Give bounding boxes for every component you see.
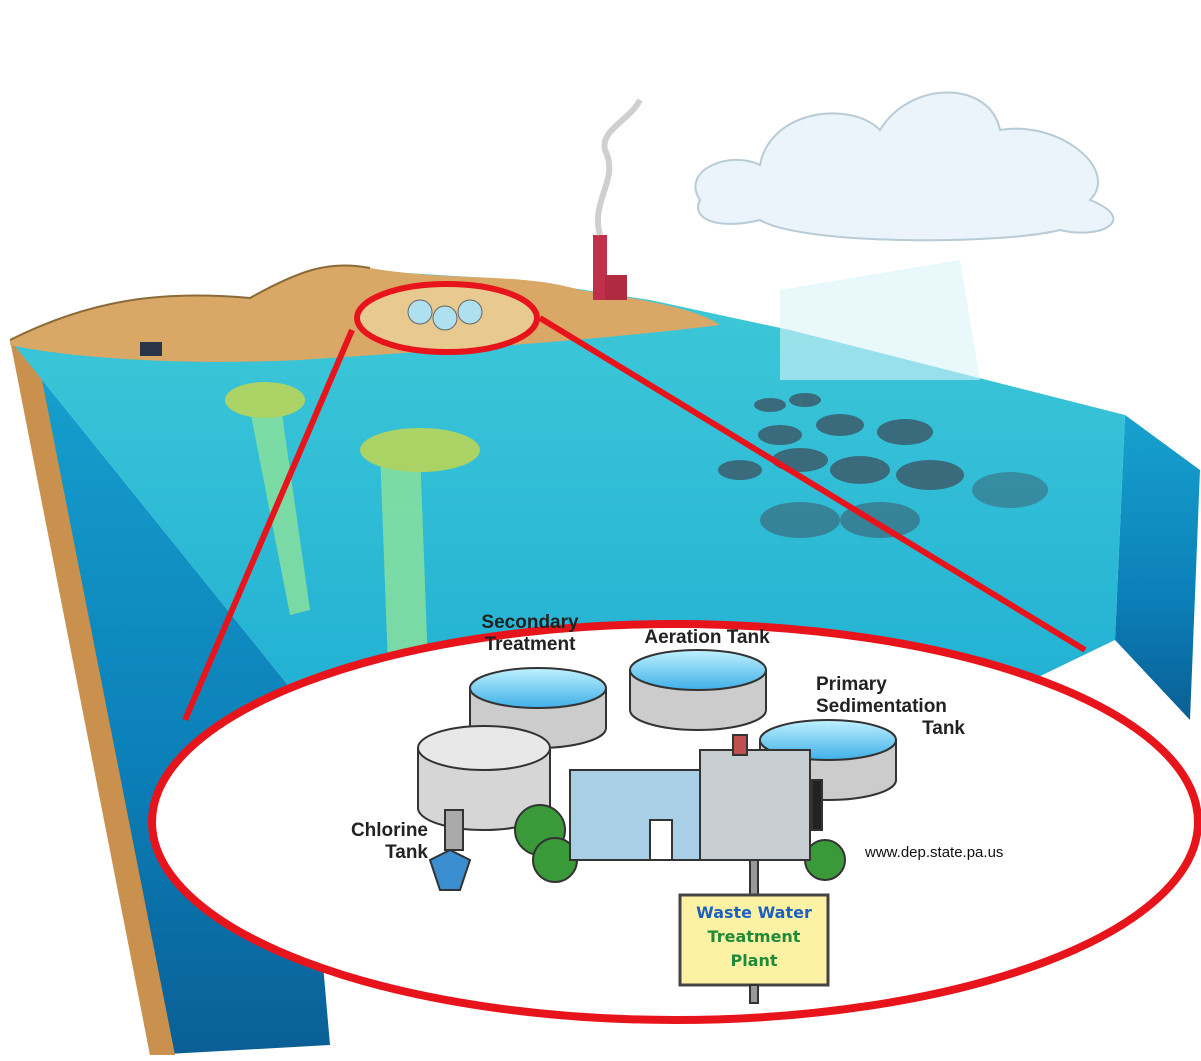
label: Tank xyxy=(922,718,965,739)
treatment-plant-detail xyxy=(417,649,897,1004)
cloud xyxy=(694,91,1115,242)
sign-text: Plant xyxy=(730,951,777,970)
haze xyxy=(780,260,980,380)
factory xyxy=(593,98,643,300)
label: Aeration Tank xyxy=(644,627,770,648)
sign-text: Treatment xyxy=(708,927,801,946)
label: Sedimentation xyxy=(816,696,947,717)
label: Treatment xyxy=(485,634,576,655)
source-url: www.dep.state.pa.us xyxy=(864,844,1003,861)
labels: Secondary Treatment Aeration Tank Primar… xyxy=(351,612,1003,970)
label: Primary xyxy=(816,674,887,695)
sign-text: Waste Water xyxy=(696,903,812,922)
label: Chlorine xyxy=(351,820,428,841)
label: Secondary xyxy=(481,612,579,633)
label: Tank xyxy=(385,842,428,863)
small-plant xyxy=(140,285,535,356)
